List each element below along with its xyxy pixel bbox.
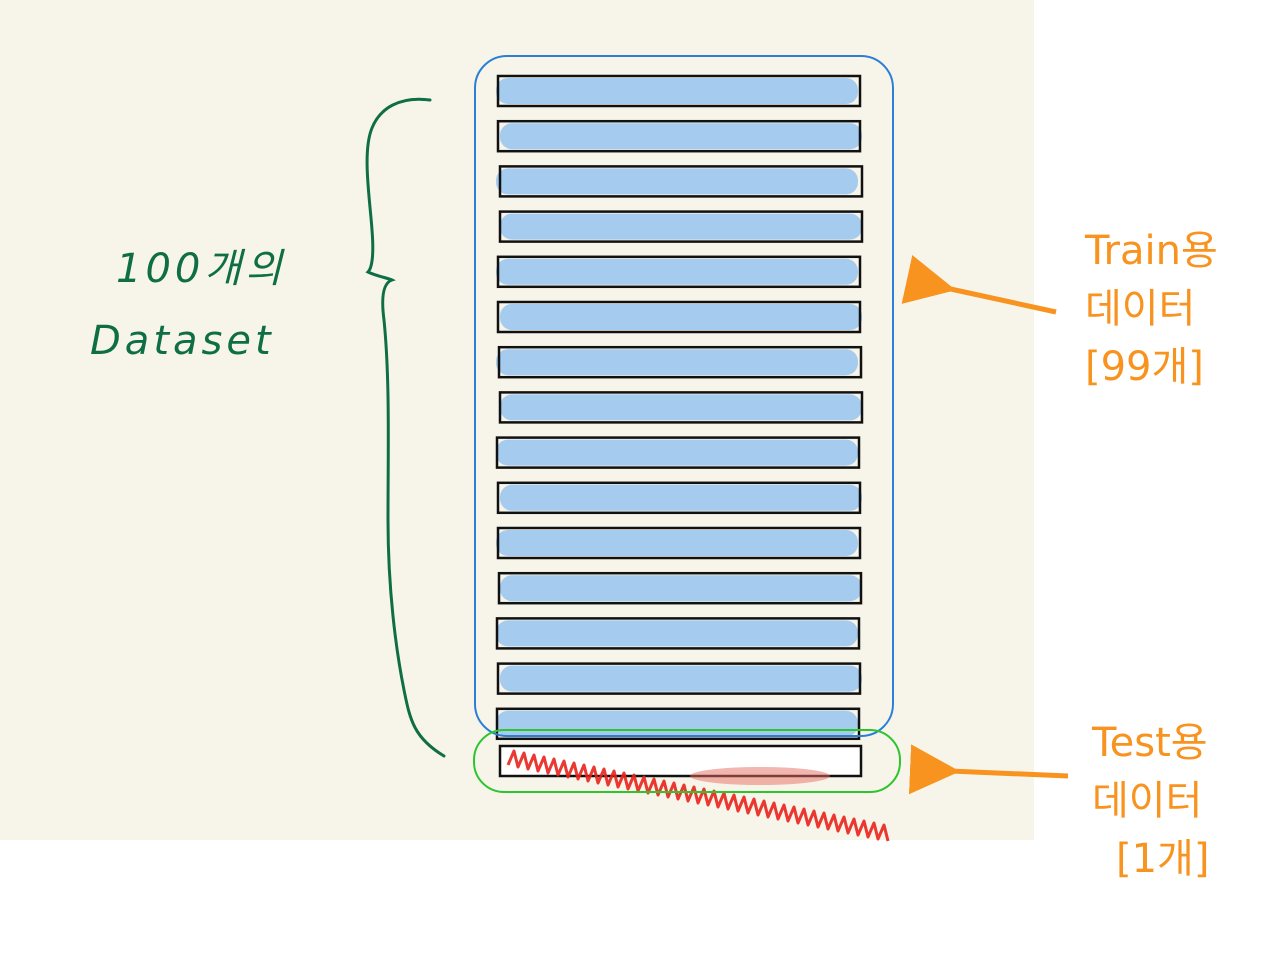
- train-bar-fill: [496, 620, 858, 647]
- train-bar-fill: [496, 530, 858, 556]
- train-bar-fill: [500, 484, 862, 511]
- train-bar: [495, 617, 861, 650]
- train-bar: [495, 707, 861, 741]
- test-arrow: [908, 744, 1069, 795]
- train-bar: [496, 526, 862, 560]
- dataset-count-label: 100개의: [116, 246, 286, 292]
- train-bar-fill: [496, 349, 858, 376]
- train-group-outline: [474, 55, 894, 737]
- test-label-line2: 데이터: [1092, 778, 1203, 824]
- train-bar: [496, 481, 862, 515]
- test-group-outline: [473, 729, 901, 793]
- test-bar-smudge: [690, 767, 830, 785]
- train-bars: [495, 74, 864, 741]
- dataset-label: Dataset: [90, 318, 275, 364]
- train-label-line1: Train용: [1085, 228, 1218, 274]
- train-bar: [495, 436, 861, 469]
- test-label-line3: [1개]: [1116, 836, 1210, 882]
- train-bar: [496, 74, 862, 108]
- train-bar: [498, 165, 864, 198]
- train-bar-fill: [496, 258, 858, 285]
- train-arrow: [901, 255, 1057, 315]
- train-bar: [496, 119, 862, 153]
- train-bar-fill: [500, 213, 862, 240]
- train-bar-fill: [496, 710, 858, 737]
- train-bar: [497, 571, 863, 605]
- train-bar: [496, 255, 862, 289]
- test-data-label: Test용 데이터 [1개]: [1092, 714, 1209, 888]
- train-label-line3: [99개]: [1085, 344, 1204, 390]
- curly-brace: [365, 97, 446, 758]
- train-bar: [497, 345, 863, 379]
- train-bar: [498, 210, 864, 243]
- train-label-line2: 데이터: [1085, 286, 1196, 332]
- train-bar-fill: [500, 123, 862, 150]
- train-bar-fill: [496, 168, 858, 195]
- train-bar: [498, 391, 864, 424]
- train-bar: [496, 662, 862, 695]
- train-bar-fill: [496, 78, 858, 104]
- train-bar-fill: [500, 304, 862, 330]
- train-bar-fill: [496, 439, 858, 466]
- train-data-label: Train용 데이터 [99개]: [1085, 222, 1218, 396]
- train-bar: [496, 300, 862, 334]
- train-bar-fill: [500, 394, 862, 421]
- train-bar-fill: [500, 665, 862, 692]
- train-bar-fill: [500, 575, 862, 602]
- test-label-line1: Test용: [1092, 720, 1208, 766]
- test-bar: [498, 744, 890, 842]
- test-bar-scribble: [506, 749, 890, 842]
